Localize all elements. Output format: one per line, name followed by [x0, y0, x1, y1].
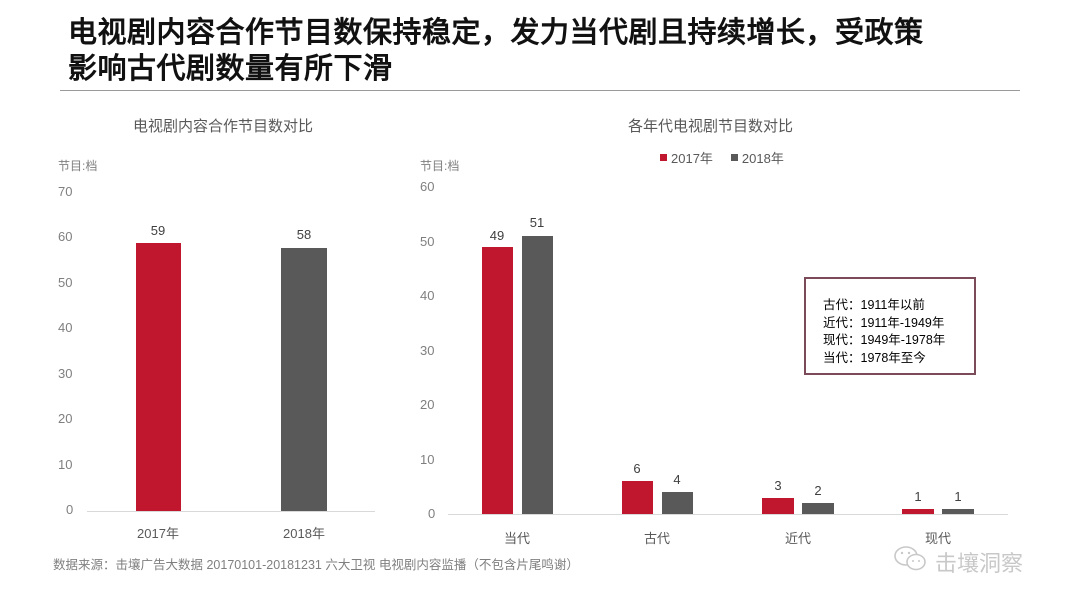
- right-chart-title: 各年代电视剧节目数对比: [628, 118, 794, 135]
- data-label: 4: [673, 472, 681, 487]
- y-tick: 0: [428, 506, 436, 521]
- note-line: 当代：1978年至今: [823, 350, 926, 365]
- y-tick: 30: [58, 366, 73, 381]
- bar-xiandai-2018: [942, 509, 974, 514]
- wechat-icon: [893, 545, 929, 579]
- y-tick: 40: [58, 320, 73, 335]
- x-axis-line: [448, 514, 1008, 515]
- data-label: 51: [529, 215, 545, 230]
- legend-swatch-2018: [730, 154, 738, 161]
- bar-gudai-2017: [622, 481, 653, 514]
- x-category-label: 古代: [643, 531, 670, 546]
- y-tick: 10: [420, 452, 435, 467]
- legend-swatch-2017: [660, 154, 667, 161]
- watermark-text: 击壤洞察: [935, 551, 1024, 576]
- y-tick: 20: [420, 397, 435, 412]
- title-divider: [60, 90, 1020, 91]
- y-tick: 30: [420, 343, 435, 358]
- x-category-label: 现代: [924, 531, 951, 546]
- legend-label-2017: 2017年: [671, 151, 713, 166]
- y-tick: 50: [58, 275, 73, 290]
- x-category-label: 2017年: [137, 526, 179, 541]
- data-label-2018: 58: [296, 227, 312, 242]
- x-category-label: 2018年: [283, 526, 325, 541]
- bar-dangdai-2018: [522, 236, 553, 514]
- title-line-1: 电视剧内容合作节目数保持稳定，发力当代剧且持续增长，受政策: [68, 15, 924, 49]
- era-definition-note: 古代：1911年以前 近代：1911年-1949年 现代：1949年-1978年…: [804, 277, 976, 375]
- y-tick: 60: [58, 229, 73, 244]
- bar-dangdai-2017: [482, 247, 513, 514]
- data-label: 1: [954, 489, 962, 504]
- note-line: 近代：1911年-1949年: [823, 315, 945, 330]
- data-label-2017: 59: [150, 223, 166, 238]
- bar-gudai-2018: [662, 492, 693, 514]
- y-tick: 10: [58, 457, 73, 472]
- bar-2018: [281, 248, 327, 511]
- data-label: 3: [774, 478, 782, 493]
- legend-label-2018: 2018年: [741, 151, 784, 166]
- y-tick: 20: [58, 411, 73, 426]
- y-tick: 70: [58, 184, 73, 199]
- x-axis-line: [87, 511, 375, 512]
- data-label: 6: [633, 461, 641, 476]
- bar-2017: [136, 243, 181, 511]
- y-tick: 60: [420, 179, 435, 194]
- bar-jindai-2018: [802, 503, 834, 514]
- left-chart-title: 电视剧内容合作节目数对比: [133, 118, 314, 135]
- y-tick: 50: [420, 234, 435, 249]
- page-title: 电视剧内容合作节目数保持稳定，发力当代剧且持续增长，受政策 影响古代剧数量有所下…: [68, 14, 1028, 86]
- data-source-note: 数据来源：击壤广告大数据 20170101-20181231 六大卫视 电视剧内…: [53, 558, 579, 572]
- right-chart-unit-label: 节目:档: [420, 159, 460, 173]
- note-line: 古代：1911年以前: [823, 298, 925, 312]
- data-label: 1: [914, 489, 922, 504]
- left-chart-unit-label: 节目:档: [58, 159, 98, 173]
- y-tick: 0: [66, 502, 74, 517]
- watermark: 击壤洞察: [893, 545, 1023, 579]
- note-line: 现代：1949年-1978年: [823, 333, 946, 347]
- bar-xiandai-2017: [902, 509, 934, 514]
- y-tick: 40: [420, 288, 435, 303]
- x-category-label: 近代: [784, 531, 811, 546]
- x-category-label: 当代: [503, 531, 530, 546]
- data-label: 49: [489, 228, 505, 243]
- bar-jindai-2017: [762, 498, 794, 514]
- data-label: 2: [814, 483, 822, 498]
- chart-legend: 2017年 2018年: [660, 148, 784, 167]
- title-line-2: 影响古代剧数量有所下滑: [68, 51, 393, 85]
